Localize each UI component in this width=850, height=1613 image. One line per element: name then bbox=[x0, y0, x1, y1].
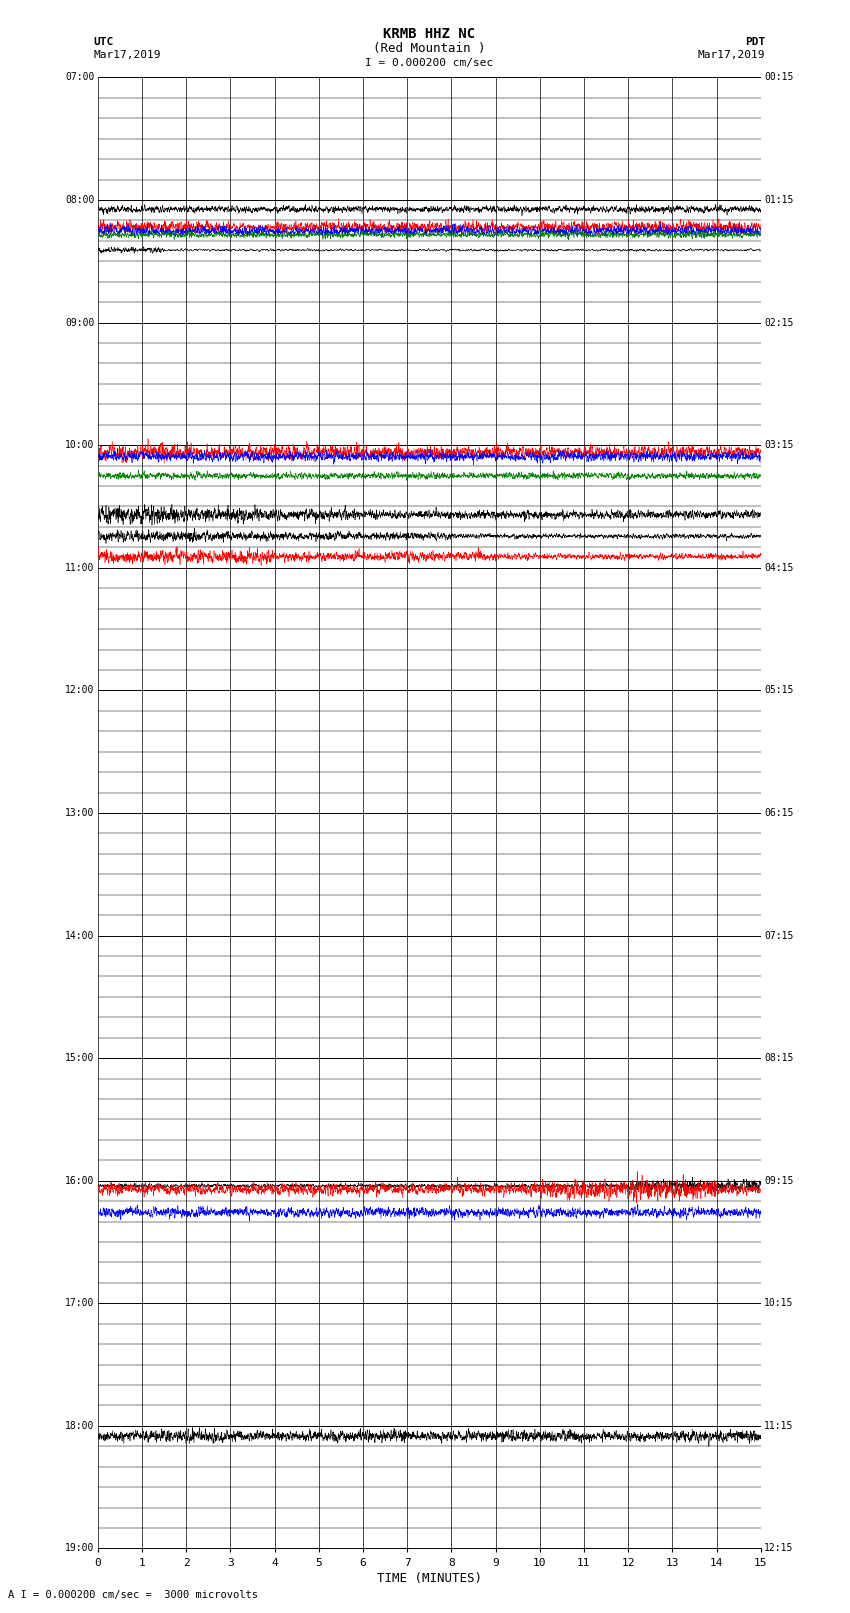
Text: A I = 0.000200 cm/sec =  3000 microvolts: A I = 0.000200 cm/sec = 3000 microvolts bbox=[8, 1590, 258, 1600]
Text: 14:00: 14:00 bbox=[65, 931, 94, 940]
Text: 06:15: 06:15 bbox=[764, 808, 793, 818]
Text: 05:15: 05:15 bbox=[764, 686, 793, 695]
Text: 12:00: 12:00 bbox=[65, 686, 94, 695]
Text: Mar17,2019: Mar17,2019 bbox=[94, 50, 161, 60]
Text: I = 0.000200 cm/sec: I = 0.000200 cm/sec bbox=[366, 58, 493, 68]
Text: 04:15: 04:15 bbox=[764, 563, 793, 573]
Text: 02:15: 02:15 bbox=[764, 318, 793, 327]
Text: 12:15: 12:15 bbox=[764, 1544, 793, 1553]
Text: 07:00: 07:00 bbox=[65, 73, 94, 82]
Text: 16:00: 16:00 bbox=[65, 1176, 94, 1186]
Text: KRMB HHZ NC: KRMB HHZ NC bbox=[383, 27, 475, 40]
Text: 03:15: 03:15 bbox=[764, 440, 793, 450]
Text: 11:00: 11:00 bbox=[65, 563, 94, 573]
Text: Mar17,2019: Mar17,2019 bbox=[698, 50, 765, 60]
Text: 19:00: 19:00 bbox=[65, 1544, 94, 1553]
Text: 01:15: 01:15 bbox=[764, 195, 793, 205]
Text: 17:00: 17:00 bbox=[65, 1298, 94, 1308]
Text: UTC: UTC bbox=[94, 37, 114, 47]
Text: 10:15: 10:15 bbox=[764, 1298, 793, 1308]
Text: PDT: PDT bbox=[745, 37, 765, 47]
Text: 15:00: 15:00 bbox=[65, 1053, 94, 1063]
Text: 13:00: 13:00 bbox=[65, 808, 94, 818]
Text: (Red Mountain ): (Red Mountain ) bbox=[373, 42, 485, 55]
Text: 07:15: 07:15 bbox=[764, 931, 793, 940]
Text: 09:15: 09:15 bbox=[764, 1176, 793, 1186]
Text: 08:00: 08:00 bbox=[65, 195, 94, 205]
X-axis label: TIME (MINUTES): TIME (MINUTES) bbox=[377, 1571, 482, 1584]
Text: 18:00: 18:00 bbox=[65, 1421, 94, 1431]
Text: 10:00: 10:00 bbox=[65, 440, 94, 450]
Text: 08:15: 08:15 bbox=[764, 1053, 793, 1063]
Text: 09:00: 09:00 bbox=[65, 318, 94, 327]
Text: 00:15: 00:15 bbox=[764, 73, 793, 82]
Text: 11:15: 11:15 bbox=[764, 1421, 793, 1431]
